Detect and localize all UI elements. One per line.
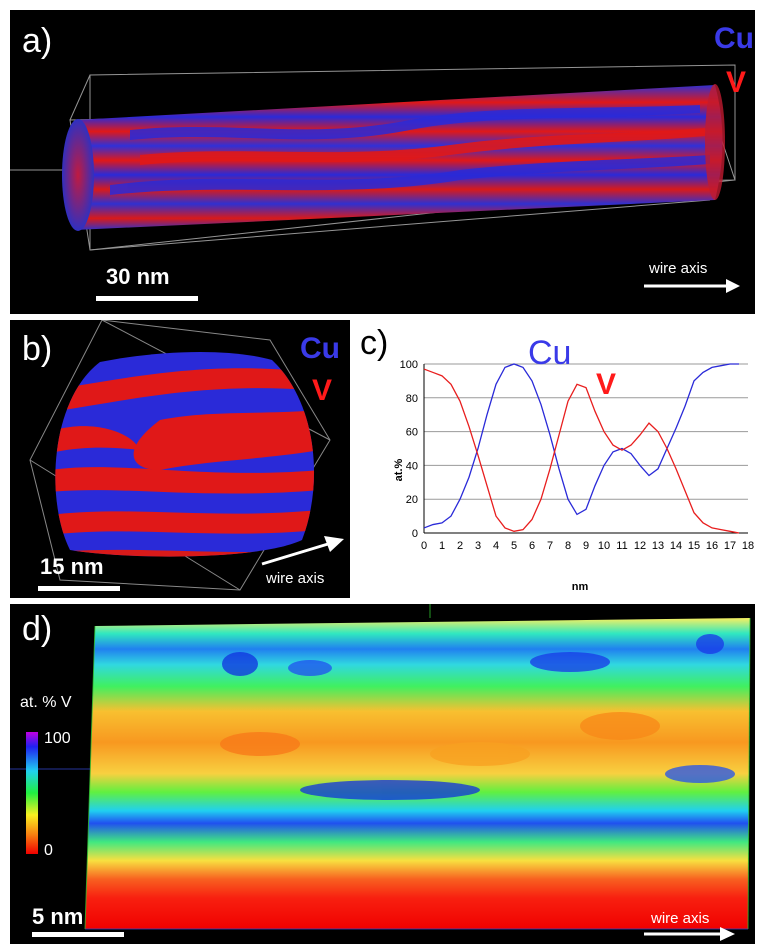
- x-tick-label: 4: [493, 540, 499, 552]
- y-tick-label: 60: [406, 427, 418, 439]
- panel-c-label: c): [360, 324, 389, 362]
- legend-v-a: V: [726, 66, 747, 99]
- panel-a-label: a): [22, 22, 53, 60]
- panel-a: a) Cu V 30 nm wire axis: [10, 10, 755, 314]
- x-tick-label: 1: [439, 540, 445, 552]
- colorbar-title: at. % V: [20, 694, 72, 711]
- wire-axis-arrow-a: [644, 279, 740, 293]
- x-tick-label: 10: [598, 540, 610, 552]
- x-tick-label: 5: [511, 540, 517, 552]
- scale-bar-a: [96, 296, 198, 301]
- x-tick-label: 14: [670, 540, 682, 552]
- x-tick-label: 2: [457, 540, 463, 552]
- x-axis-label: nm: [572, 581, 589, 593]
- legend-v-b: V: [312, 374, 333, 407]
- wire-axis-label-b: wire axis: [266, 570, 325, 587]
- legend-cu-a: Cu: [714, 22, 754, 55]
- x-tick-label: 11: [616, 540, 627, 552]
- scale-bar-d: [32, 932, 124, 937]
- x-tick-label: 6: [529, 540, 535, 552]
- y-tick-label: 100: [400, 359, 418, 371]
- x-tick-label: 13: [652, 540, 664, 552]
- x-tick-label: 17: [724, 540, 736, 552]
- panel-b: b) Cu V 15 nm wire axis: [10, 320, 350, 598]
- series-label-cu: Cu: [528, 334, 572, 372]
- wire-axis-label-d: wire axis: [651, 910, 710, 927]
- colorbar-max: 100: [44, 730, 71, 747]
- y-tick-label: 20: [406, 494, 418, 506]
- x-tick-label: 0: [421, 540, 427, 552]
- panel-d: d) at. % V 100 0 5 nm wire axis: [10, 604, 755, 944]
- wire-axis-arrow-d: [644, 927, 735, 941]
- panel-b-label: b): [22, 330, 53, 368]
- y-tick-label: 80: [406, 393, 418, 405]
- x-tick-label: 16: [706, 540, 718, 552]
- scale-label-a: 30 nm: [106, 264, 170, 289]
- y-tick-label: 0: [412, 528, 418, 540]
- vanadium-concentration-map: [10, 604, 751, 930]
- scale-bar-b: [38, 586, 120, 591]
- scale-label-b: 15 nm: [40, 554, 104, 579]
- wire-axis-label-a: wire axis: [649, 260, 708, 277]
- scale-label-d: 5 nm: [32, 904, 84, 929]
- series-line-v: [423, 368, 740, 534]
- y-tick-label: 40: [406, 460, 418, 472]
- x-tick-label: 3: [475, 540, 481, 552]
- panel-d-label: d): [22, 610, 53, 648]
- y-axis-label: at.%: [393, 458, 405, 481]
- legend-cu-b: Cu: [300, 332, 340, 365]
- x-tick-label: 15: [688, 540, 700, 552]
- x-tick-label: 7: [547, 540, 553, 552]
- x-tick-label: 12: [634, 540, 646, 552]
- nanowire-cross-section-b: [29, 320, 331, 591]
- series-label-v: V: [596, 368, 617, 401]
- series-line-cu: [423, 363, 739, 529]
- x-tick-label: 9: [583, 540, 589, 552]
- nanowire-reconstruction-a: [10, 64, 736, 251]
- colorbar: [26, 732, 38, 854]
- x-tick-label: 8: [565, 540, 571, 552]
- wire-axis-arrow-b: [261, 536, 344, 566]
- colorbar-min: 0: [44, 842, 53, 859]
- x-tick-label: 18: [742, 540, 754, 552]
- panel-c: 0 20 40 60 80 100 0 1 2 3 4 5 6 7 8 9 10 11 12 13 14 15 16 17 18…: [356, 320, 760, 598]
